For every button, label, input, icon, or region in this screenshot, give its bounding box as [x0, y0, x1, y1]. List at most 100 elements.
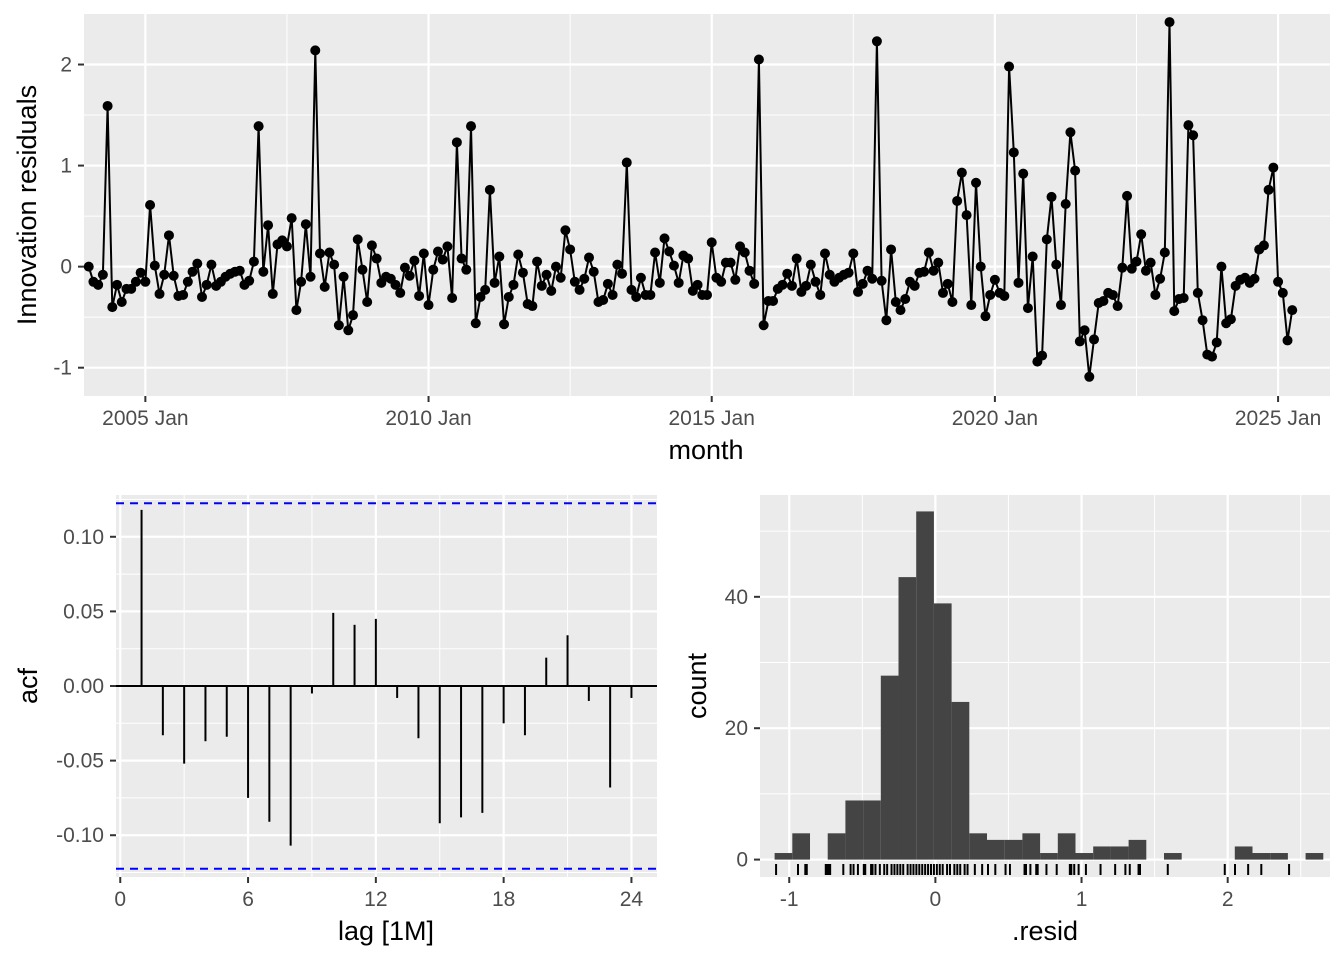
- residual-point: [362, 297, 373, 308]
- residual-point: [937, 287, 948, 298]
- residual-point: [324, 247, 335, 258]
- residual-point: [1060, 198, 1071, 209]
- histogram-bar: [898, 577, 917, 860]
- residual-point: [300, 219, 311, 230]
- residual-point: [178, 289, 189, 300]
- residual-point: [149, 260, 160, 271]
- residual-point: [565, 244, 576, 255]
- residual-point: [900, 293, 911, 304]
- residual-point: [83, 261, 94, 272]
- residual-point: [579, 273, 590, 284]
- residual-point: [263, 220, 274, 231]
- residual-point: [423, 300, 434, 311]
- residual-point: [1037, 350, 1048, 361]
- residual-point: [1216, 261, 1227, 272]
- x-tick-label: 2010 Jan: [385, 407, 471, 430]
- residual-point: [999, 290, 1010, 301]
- residual-point: [617, 268, 628, 279]
- residual-point: [475, 291, 486, 302]
- residual-point: [409, 255, 420, 266]
- residual-point: [348, 310, 359, 321]
- residual-point: [706, 237, 717, 248]
- residual-point: [928, 265, 939, 276]
- residual-point: [1263, 184, 1274, 195]
- histogram-bar: [1128, 839, 1147, 860]
- residual-point: [1249, 273, 1260, 284]
- residual-point: [1159, 247, 1170, 258]
- x-tick-label: 0: [930, 888, 942, 911]
- y-tick-label: 1: [60, 155, 72, 178]
- residual-point: [853, 286, 864, 297]
- residual-point: [1145, 257, 1156, 268]
- residual-point: [1282, 335, 1293, 346]
- residual-point: [668, 260, 679, 271]
- residual-point: [805, 259, 816, 270]
- residual-point: [725, 257, 736, 268]
- residual-point: [503, 291, 514, 302]
- residual-point: [782, 268, 793, 279]
- residual-point: [466, 121, 477, 132]
- residual-point: [569, 276, 580, 287]
- residual-series-line: [87, 21, 1294, 378]
- residual-point: [286, 213, 297, 224]
- residual-point: [631, 291, 642, 302]
- residual-point: [791, 253, 802, 264]
- residual-point: [975, 261, 986, 272]
- residual-point: [933, 257, 944, 268]
- histogram-bar: [1040, 853, 1058, 860]
- residual-point: [673, 277, 684, 288]
- residual-point: [1027, 251, 1038, 262]
- residual-point: [942, 278, 953, 289]
- residual-point: [192, 258, 203, 269]
- x-tick-label: 2: [1222, 888, 1234, 911]
- y-tick-label: -1: [53, 357, 72, 380]
- residual-point: [1192, 287, 1203, 298]
- residual-point: [1258, 240, 1269, 251]
- residual-point: [480, 284, 491, 295]
- x-tick-label: 18: [492, 888, 515, 911]
- residual-histogram-x-axis-title: .resid: [1012, 916, 1078, 946]
- residual-point: [145, 200, 156, 210]
- residual-point: [541, 269, 552, 280]
- residual-point: [598, 294, 609, 305]
- residual-point: [135, 267, 146, 278]
- residual-point: [560, 225, 571, 236]
- residual-point: [815, 289, 826, 300]
- y-tick-label: 40: [725, 586, 748, 609]
- residual-point: [602, 278, 613, 289]
- residual-point: [93, 279, 104, 290]
- residual-point: [1225, 314, 1236, 325]
- acf-plot-y-axis-title: acf: [13, 667, 43, 704]
- y-tick-label: 2: [60, 54, 72, 77]
- residual-point: [1098, 296, 1109, 307]
- x-tick-label: 1: [1076, 888, 1088, 911]
- residual-histogram-y-axis-title: count: [682, 652, 712, 719]
- acf-plot-ticks: 0 6 12 18 24 -0.10 -0.05 0.00 0.05 0.10: [56, 526, 643, 911]
- residual-point: [1164, 17, 1175, 28]
- residual-point: [876, 275, 887, 286]
- residual-point: [1107, 289, 1118, 300]
- histogram-bar: [1004, 839, 1023, 860]
- residual-point: [442, 241, 453, 252]
- residual-time-plot-background: [84, 14, 1330, 396]
- x-tick-label: 12: [364, 888, 387, 911]
- residual-point: [196, 291, 207, 302]
- residual-point: [1178, 292, 1189, 303]
- residual-point: [1126, 263, 1137, 274]
- residual-point: [1112, 301, 1123, 312]
- histogram-bar: [1057, 833, 1076, 860]
- acf-plot-x-axis-title: lag [1M]: [338, 916, 434, 946]
- y-tick-label: -0.10: [56, 824, 104, 847]
- residual-point: [414, 290, 425, 301]
- residual-point: [1013, 277, 1024, 288]
- residual-point: [291, 305, 302, 316]
- residual-time-plot: 2005 Jan 2010 Jan 2015 Jan 2020 Jan 2025 Jan…: [12, 14, 1330, 465]
- residual-point: [980, 311, 991, 322]
- residual-point: [1155, 273, 1166, 284]
- histogram-bar: [845, 800, 864, 860]
- residual-point: [404, 270, 415, 281]
- residual-point: [1041, 234, 1052, 245]
- residual-point: [1051, 259, 1062, 270]
- residual-point: [777, 279, 788, 290]
